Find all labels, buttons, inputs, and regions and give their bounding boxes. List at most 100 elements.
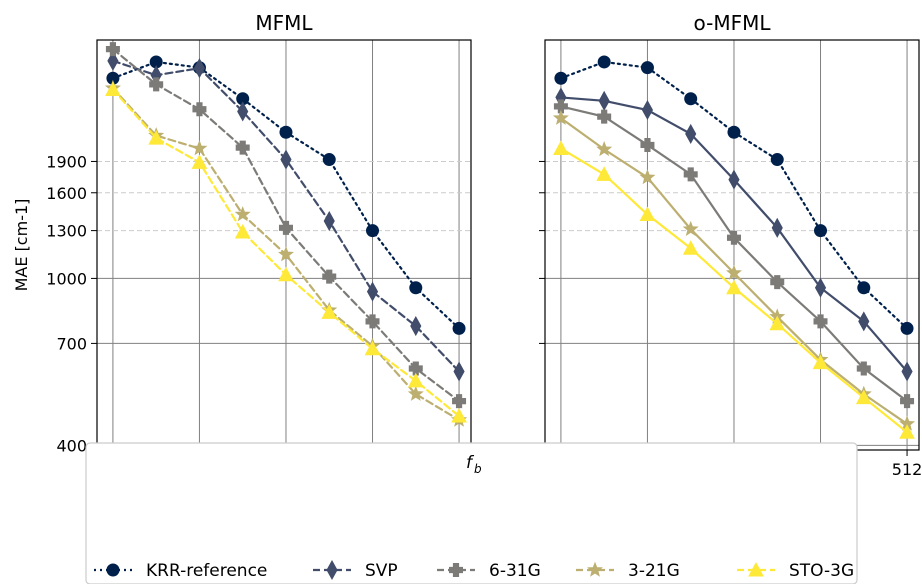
y-tick-label: 1000 — [46, 269, 87, 288]
y-axis-label: MAE [cm-1] — [12, 199, 31, 292]
legend-marker-svp — [326, 559, 338, 581]
legend-entry-3-21g: 3-21G — [576, 561, 680, 581]
legend-title-sub: b — [474, 462, 482, 476]
chart-title: MFML — [255, 11, 313, 35]
data-point-sto-3g — [234, 223, 251, 239]
data-point-krr-reference — [814, 224, 828, 238]
data-point-sto-3g — [278, 266, 294, 282]
data-point-6-31g — [235, 140, 250, 155]
data-point-sto-3g — [451, 407, 467, 423]
data-point-3-21g — [234, 206, 251, 222]
data-point-3-21g — [407, 385, 424, 401]
data-point-6-31g — [408, 361, 423, 376]
data-point-6-31g — [770, 275, 785, 290]
data-point-svp — [771, 217, 783, 238]
data-point-svp — [685, 123, 697, 144]
data-point-6-31g — [726, 230, 741, 245]
data-point-sto-3g — [364, 340, 381, 356]
data-point-3-21g — [725, 264, 742, 280]
y-tick-label: 700 — [56, 334, 87, 353]
data-point-sto-3g — [726, 279, 742, 295]
y-tick-label: 1600 — [46, 184, 87, 203]
data-point-6-31g — [105, 42, 120, 57]
legend-box — [85, 442, 858, 584]
y-tick-label: 400 — [56, 436, 87, 455]
panel-mfml: 28321285124007001000130016001900MFMLNtra… — [12, 11, 474, 518]
legend: f b KRR-reference SVP 6-31G 3-21G STO-3G — [85, 442, 858, 584]
data-point-svp — [193, 58, 206, 79]
legend-label: SVP — [365, 561, 398, 581]
data-point-sto-3g — [855, 389, 872, 405]
data-point-krr-reference — [857, 281, 871, 295]
data-point-6-31g — [149, 77, 164, 92]
legend-label: 6-31G — [489, 561, 541, 581]
data-point-3-21g — [277, 246, 294, 262]
legend-entry-svp: SVP — [313, 559, 398, 581]
data-point-krr-reference — [684, 92, 698, 106]
data-point-6-31g — [553, 99, 568, 114]
data-point-svp — [598, 90, 610, 111]
data-point-sto-3g — [596, 166, 613, 181]
data-point-sto-3g — [899, 424, 915, 439]
data-point-svp — [280, 149, 292, 170]
legend-label: STO-3G — [789, 561, 854, 581]
legend-marker-6-31g — [449, 563, 463, 577]
legend-entry-6-31g: 6-31G — [437, 561, 541, 581]
series-6-31g — [105, 42, 467, 409]
data-point-sto-3g — [105, 81, 121, 96]
data-point-krr-reference — [279, 125, 293, 139]
x-tick-label: 512 — [892, 460, 922, 479]
data-point-6-31g — [192, 102, 207, 117]
data-point-krr-reference — [554, 71, 568, 85]
legend-marker-sto-3g — [748, 561, 764, 577]
data-point-sto-3g — [191, 154, 208, 169]
data-point-svp — [858, 311, 870, 332]
data-point-svp — [323, 211, 335, 232]
series-sto-3g — [105, 81, 467, 423]
data-point-sto-3g — [682, 240, 699, 255]
data-point-sto-3g — [769, 315, 786, 331]
legend-title: f — [466, 453, 475, 473]
data-point-6-31g — [597, 109, 612, 124]
y-tick-label: 1900 — [46, 152, 87, 171]
data-point-sto-3g — [148, 130, 165, 145]
data-point-krr-reference — [900, 321, 914, 335]
data-point-3-21g — [639, 169, 656, 185]
data-point-6-31g — [900, 394, 915, 409]
data-point-6-31g — [452, 394, 467, 409]
data-point-krr-reference — [727, 125, 741, 139]
data-point-svp — [901, 361, 913, 382]
legend-label: 3-21G — [628, 561, 680, 581]
data-point-sto-3g — [407, 372, 424, 388]
data-point-6-31g — [322, 269, 337, 284]
series-6-31g — [553, 99, 915, 409]
series-sto-3g — [553, 140, 915, 439]
data-point-sto-3g — [812, 354, 829, 370]
series-krr-reference — [554, 55, 914, 335]
data-point-krr-reference — [322, 153, 336, 167]
data-point-svp — [814, 277, 827, 298]
data-point-krr-reference — [452, 321, 466, 335]
data-point-6-31g — [365, 314, 380, 329]
series-svp — [107, 50, 465, 382]
y-tick-label: 1300 — [46, 222, 87, 241]
data-point-krr-reference — [770, 153, 784, 167]
data-point-svp — [237, 101, 249, 122]
data-point-krr-reference — [640, 61, 654, 75]
data-point-krr-reference — [409, 281, 423, 295]
data-point-6-31g — [683, 167, 698, 182]
data-point-3-21g — [682, 220, 699, 236]
legend-label: KRR-reference — [146, 561, 267, 581]
data-point-3-21g — [191, 140, 208, 156]
panel-o-mfml: 2832128512o-MFMLNtrainTZVP — [539, 11, 922, 518]
data-point-6-31g — [278, 220, 293, 235]
data-point-svp — [641, 99, 654, 121]
data-point-svp — [453, 361, 465, 382]
data-point-svp — [410, 316, 422, 337]
data-point-sto-3g — [639, 206, 656, 222]
data-point-3-21g — [596, 140, 613, 157]
data-point-6-31g — [813, 314, 828, 329]
data-point-6-31g — [856, 361, 871, 376]
legend-marker-3-21g — [587, 561, 603, 577]
